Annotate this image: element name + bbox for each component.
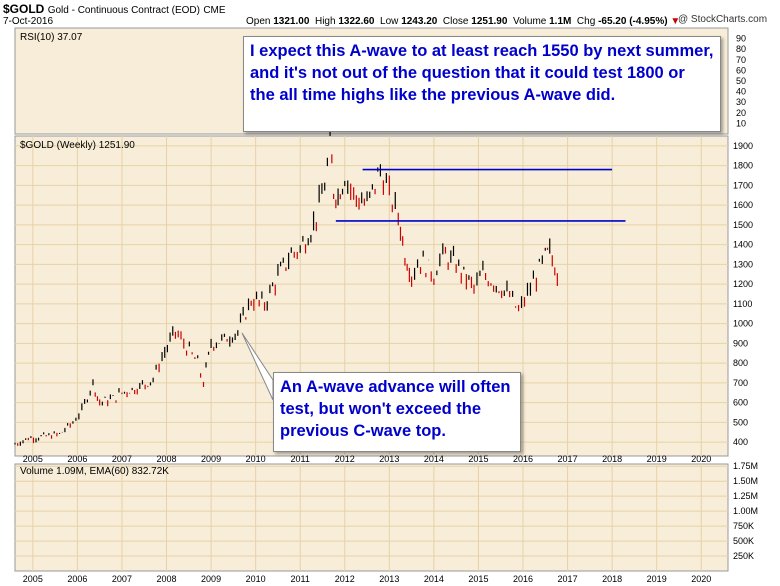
x-tick-label: 2020 bbox=[691, 454, 711, 464]
resistance-lines bbox=[335, 168, 626, 222]
volume-panel: 250K 500K 750K 1.00M 1.25M 1.50M 1.75M Volume … bbox=[14, 461, 758, 572]
volume-tick-label: 1.75M bbox=[733, 461, 758, 471]
x-tick-label: 2010 bbox=[246, 574, 266, 584]
x-tick-label: 2014 bbox=[424, 454, 444, 464]
volume-label-hdr: Volume bbox=[512, 16, 547, 27]
x-tick-label: 2019 bbox=[647, 454, 667, 464]
price-tick-label: 1500 bbox=[733, 220, 753, 230]
high-label: High bbox=[314, 16, 336, 27]
rsi-tick-label: 50 bbox=[736, 76, 746, 86]
chart-date: 7-Oct-2016 bbox=[3, 16, 54, 27]
price-label: $GOLD (Weekly) 1251.90 bbox=[20, 140, 135, 151]
volume-label: Volume 1.09M, EMA(60) 832.72K bbox=[20, 466, 169, 477]
price-tick-label: 1200 bbox=[733, 279, 753, 289]
price-y-axis: 400 500 600 700 800 900 1000 1100 1200 1300 1400 15… bbox=[733, 141, 753, 447]
x-tick-label: 2012 bbox=[335, 454, 355, 464]
down-arrow-icon: ▼ bbox=[670, 16, 681, 27]
quote-line: Open 1321.00 High 1322.60 Low 1243.20 Cl… bbox=[246, 16, 680, 27]
x-tick-label: 2016 bbox=[513, 454, 533, 464]
rsi-tick-label: 10 bbox=[736, 118, 746, 128]
volume-tick-label: 750K bbox=[733, 521, 754, 531]
price-tick-label: 1800 bbox=[733, 161, 753, 171]
price-tick-label: 400 bbox=[733, 437, 748, 447]
price-tick-label: 1600 bbox=[733, 200, 753, 210]
volume-tick-label: 1.00M bbox=[733, 506, 758, 516]
x-tick-label: 2006 bbox=[67, 454, 87, 464]
close-label: Close bbox=[442, 16, 469, 27]
chg-value: -65.20 (-4.95%) bbox=[598, 16, 668, 27]
x-tick-label: 2006 bbox=[67, 574, 87, 584]
volume-tick-label: 1.25M bbox=[733, 491, 758, 501]
x-tick-label: 2005 bbox=[23, 454, 43, 464]
x-tick-label: 2008 bbox=[156, 454, 176, 464]
price-tick-label: 1300 bbox=[733, 259, 753, 269]
contract-subtitle: Gold - Continuous Contract (EOD) bbox=[47, 5, 200, 16]
rsi-tick-label: 20 bbox=[736, 108, 746, 118]
high-value: 1322.60 bbox=[338, 16, 375, 27]
volume-tick-label: 500K bbox=[733, 536, 754, 546]
rsi-tick-label: 70 bbox=[736, 55, 746, 65]
close-value: 1251.90 bbox=[471, 16, 508, 27]
rsi-tick-label: 60 bbox=[736, 65, 746, 75]
x-tick-label: 2005 bbox=[23, 574, 43, 584]
price-tick-label: 500 bbox=[733, 417, 748, 427]
rsi-label: RSI(10) 37.07 bbox=[20, 32, 83, 43]
price-tick-label: 700 bbox=[733, 378, 748, 388]
x-tick-label: 2019 bbox=[647, 574, 667, 584]
symbol-title: $GOLD Gold - Continuous Contract (EOD) C… bbox=[3, 2, 226, 16]
volume-tick-label: 250K bbox=[733, 551, 754, 561]
x-tick-label: 2015 bbox=[468, 574, 488, 584]
price-tick-label: 1400 bbox=[733, 240, 753, 250]
rsi-tick-label: 30 bbox=[736, 97, 746, 107]
symbol: $GOLD bbox=[3, 2, 45, 16]
rsi-tick-label: 80 bbox=[736, 44, 746, 54]
x-tick-label: 2009 bbox=[201, 454, 221, 464]
annotation-top: I expect this A-wave to at least reach 1… bbox=[243, 36, 721, 132]
rsi-tick-label: 90 bbox=[736, 34, 746, 44]
x-tick-label: 2008 bbox=[156, 574, 176, 584]
x-axis-bottom: 2005 2006 2007 2008 2009 2010 2011 2012 2013 2014… bbox=[23, 574, 711, 584]
x-tick-label: 2018 bbox=[602, 574, 622, 584]
x-tick-label: 2017 bbox=[558, 574, 578, 584]
x-tick-label: 2010 bbox=[246, 454, 266, 464]
x-tick-label: 2017 bbox=[558, 454, 578, 464]
price-series bbox=[14, 126, 558, 446]
x-tick-label: 2013 bbox=[379, 574, 399, 584]
x-tick-label: 2011 bbox=[291, 454, 310, 464]
x-axis-mid: 2005 2006 2007 2008 2009 2010 2011 2012 2013 2014… bbox=[23, 454, 711, 464]
chg-label: Chg bbox=[576, 16, 596, 27]
annotation-bottom: An A-wave advance will often test, but w… bbox=[273, 372, 521, 452]
x-tick-label: 2018 bbox=[602, 454, 622, 464]
low-label: Low bbox=[380, 16, 399, 27]
brand-watermark: @ StockCharts.com bbox=[678, 14, 768, 25]
open-label: Open bbox=[246, 16, 271, 27]
price-tick-label: 1000 bbox=[733, 319, 753, 329]
x-tick-label: 2011 bbox=[291, 574, 310, 584]
x-tick-label: 2009 bbox=[201, 574, 221, 584]
volume-panel-bg bbox=[14, 463, 729, 572]
low-value: 1243.20 bbox=[401, 16, 438, 27]
x-tick-label: 2014 bbox=[424, 574, 444, 584]
price-tick-label: 1700 bbox=[733, 180, 753, 190]
x-tick-label: 2015 bbox=[468, 454, 488, 464]
x-tick-label: 2020 bbox=[691, 574, 711, 584]
x-tick-label: 2007 bbox=[112, 574, 132, 584]
open-value: 1321.00 bbox=[273, 16, 310, 27]
price-tick-label: 900 bbox=[733, 338, 748, 348]
price-tick-label: 1900 bbox=[733, 141, 753, 151]
x-tick-label: 2016 bbox=[513, 574, 533, 584]
x-tick-label: 2007 bbox=[112, 454, 132, 464]
price-tick-label: 600 bbox=[733, 398, 748, 408]
volume-value: 1.1M bbox=[549, 16, 572, 27]
volume-gridlines bbox=[15, 464, 728, 571]
x-tick-label: 2012 bbox=[335, 574, 355, 584]
volume-tick-label: 1.50M bbox=[733, 476, 758, 486]
rsi-tick-label: 40 bbox=[736, 87, 746, 97]
price-tick-label: 1100 bbox=[733, 299, 752, 309]
x-tick-label: 2013 bbox=[379, 454, 399, 464]
price-tick-label: 800 bbox=[733, 358, 748, 368]
exchange: CME bbox=[203, 5, 226, 16]
volume-y-axis: 250K 500K 750K 1.00M 1.25M 1.50M 1.75M bbox=[733, 461, 758, 561]
